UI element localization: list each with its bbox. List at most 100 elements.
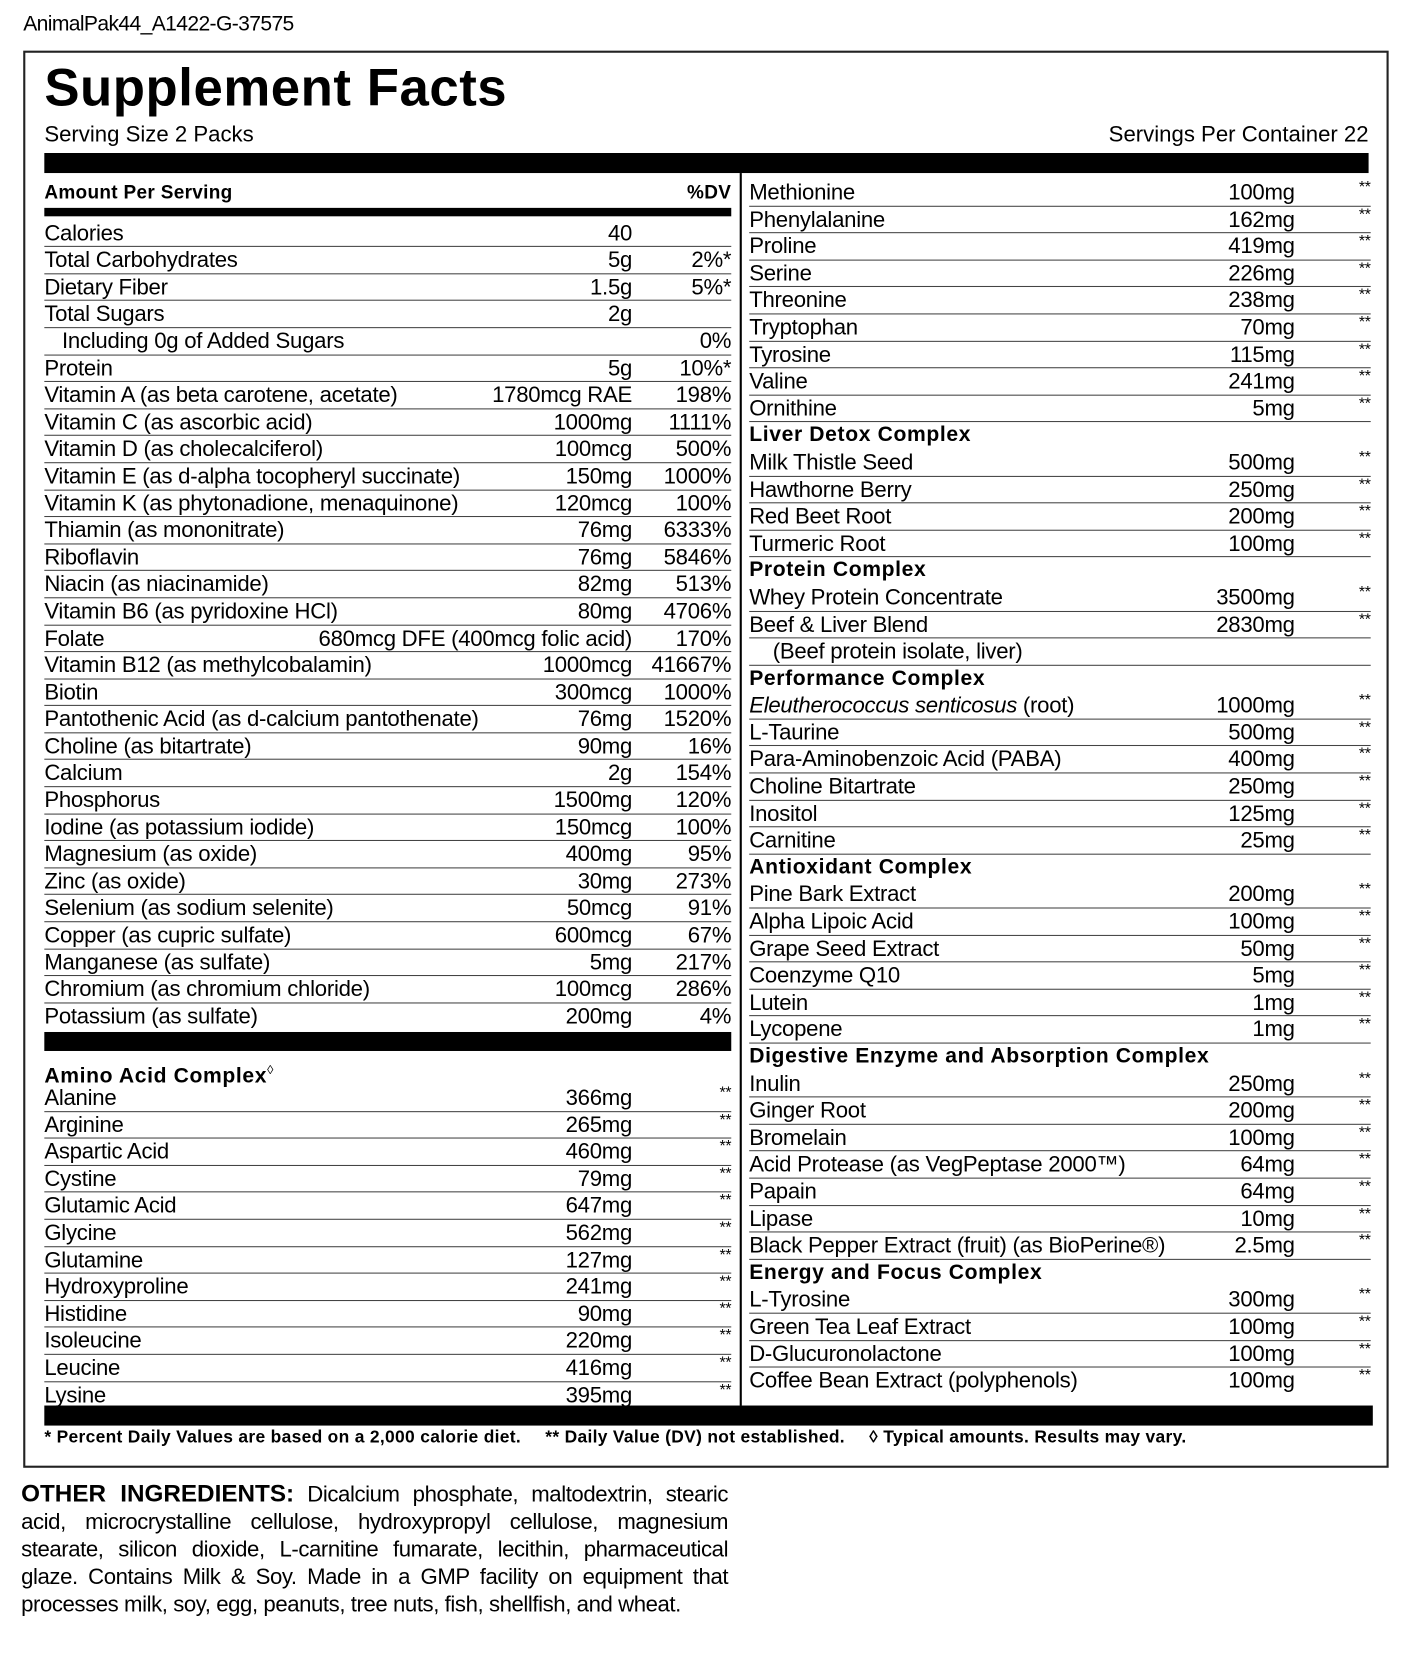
nutrient-amount: 600mcg bbox=[554, 923, 633, 948]
nutrient-amount: 100mg bbox=[1228, 1368, 1295, 1393]
nutrient-dv: 1000% bbox=[663, 464, 732, 489]
nutrient-amount: 238mg bbox=[1228, 288, 1295, 313]
nutrient-amount: 400mg bbox=[1228, 747, 1295, 772]
footnote-not-established: ** Daily Value (DV) not established. bbox=[545, 1427, 845, 1447]
nutrient-name: Green Tea Leaf Extract bbox=[749, 1314, 971, 1339]
nutrient-name: Isoleucine bbox=[44, 1328, 142, 1354]
nutrient-amount: 90mg bbox=[577, 734, 633, 759]
nutrient-name: Beef & Liver Blend bbox=[749, 612, 928, 637]
nutrient-row: Total Sugars 2g bbox=[44, 301, 732, 329]
nutrient-row: Total Carbohydrates 5g 2%* bbox=[44, 247, 732, 275]
nutrient-name: Magnesium (as oxide) bbox=[44, 842, 258, 867]
nutrient-dv: 5%* bbox=[691, 275, 732, 300]
nutrient-amount: 90mg bbox=[577, 1301, 633, 1327]
nutrient-name: Folate bbox=[44, 626, 105, 651]
nutrient-dv: ** bbox=[719, 1299, 732, 1318]
nutrient-amount: 250mg bbox=[1228, 1071, 1295, 1096]
nutrient-dv: ** bbox=[1358, 1231, 1371, 1250]
nutrient-name: Serine bbox=[749, 261, 812, 286]
nutrient-amount: 100mg bbox=[1228, 1341, 1295, 1366]
nutrient-name: Total Carbohydrates bbox=[44, 248, 238, 273]
nutrient-amount: 416mg bbox=[565, 1355, 633, 1381]
nutrient-row: Coffee Bean Extract (polyphenols) 100mg ** bbox=[749, 1367, 1371, 1395]
nutrient-row: Zinc (as oxide) 30mg 273% bbox=[44, 868, 732, 896]
nutrient-dv: ** bbox=[1358, 340, 1371, 359]
nutrient-amount: 100mg bbox=[1228, 1314, 1295, 1339]
nutrient-amount: 100mcg bbox=[554, 437, 633, 462]
nutrient-dv: ** bbox=[1358, 1312, 1371, 1331]
nutrient-amount: 115mg bbox=[1229, 342, 1295, 367]
nutrient-amount: 200mg bbox=[1228, 882, 1295, 907]
nutrient-amount: 100mcg bbox=[554, 977, 633, 1002]
nutrient-row: Isoleucine 220mg ** bbox=[44, 1327, 732, 1355]
nutrient-name: Acid Protease (as VegPeptase 2000™) bbox=[749, 1152, 1126, 1177]
nutrient-row: D-Glucuronolactone 100mg ** bbox=[749, 1340, 1371, 1368]
nutrient-row: Proline 419mg ** bbox=[749, 233, 1371, 261]
nutrient-row: Leucine 416mg ** bbox=[44, 1354, 732, 1382]
nutrient-dv: ** bbox=[1358, 529, 1371, 548]
section-title: Antioxidant Complex bbox=[749, 855, 973, 879]
nutrient-row: Coenzyme Q10 5mg ** bbox=[749, 962, 1371, 990]
nutrient-dv: ** bbox=[719, 1380, 732, 1399]
nutrient-amount: 241mg bbox=[565, 1274, 633, 1300]
nutrient-dv: 95% bbox=[687, 842, 732, 867]
nutrient-dv: 4706% bbox=[663, 599, 732, 624]
nutrient-name: Grape Seed Extract bbox=[749, 936, 940, 961]
nutrient-name: Selenium (as sodium selenite) bbox=[44, 896, 334, 921]
nutrient-dv: ** bbox=[719, 1083, 732, 1102]
nutrient-row: Bromelain 100mg ** bbox=[749, 1124, 1371, 1152]
nutrient-dv: ** bbox=[1358, 745, 1371, 764]
nutrient-dv: ** bbox=[719, 1191, 732, 1210]
nutrient-amount: 500mg bbox=[1228, 720, 1295, 745]
nutrient-amount: 5g bbox=[607, 356, 633, 381]
serving-size: Serving Size 2 Packs bbox=[44, 122, 254, 147]
nutrient-amount: 200mg bbox=[565, 1004, 633, 1029]
nutrient-dv: 198% bbox=[675, 383, 732, 408]
amount-header-row: Amount Per Serving %DV bbox=[44, 179, 731, 206]
nutrient-row: Pine Bark Extract 200mg ** bbox=[749, 881, 1371, 909]
nutrient-name: Chromium (as chromium chloride) bbox=[44, 977, 370, 1002]
nutrient-dv: ** bbox=[1358, 1069, 1371, 1088]
nutrient-dv: 1520% bbox=[663, 707, 732, 732]
nutrient-dv: 2%* bbox=[691, 248, 732, 273]
nutrient-amount: 265mg bbox=[565, 1112, 633, 1138]
nutrient-dv: ** bbox=[1358, 178, 1371, 197]
nutrient-amount: 162mg bbox=[1228, 207, 1295, 232]
nutrient-name: Tryptophan bbox=[749, 315, 858, 340]
nutrient-name: Milk Thistle Seed bbox=[749, 450, 914, 475]
nutrient-dv: ** bbox=[1358, 907, 1371, 926]
nutrient-amount: 1780mcg RAE bbox=[492, 383, 633, 408]
nutrient-name: Cystine bbox=[44, 1166, 117, 1192]
nutrient-row: Lysine 395mg ** bbox=[44, 1380, 732, 1409]
nutrient-name: Iodine (as potassium iodide) bbox=[44, 815, 315, 840]
nutrient-amount: 2830mg bbox=[1216, 612, 1295, 637]
section-title: Protein Complex bbox=[749, 558, 927, 582]
nutrient-dv: ** bbox=[1358, 394, 1371, 413]
right-column: Methionine 100mg ** Phenylalanine 162mg ** Pro… bbox=[749, 179, 1371, 1394]
dv-header: %DV bbox=[687, 181, 732, 203]
nutrient-name: Papain bbox=[749, 1179, 817, 1204]
nutrient-name: Ginger Root bbox=[749, 1098, 866, 1123]
nutrient-row: Acid Protease (as VegPeptase 2000™) 64mg *… bbox=[749, 1151, 1371, 1179]
nutrient-name: Arginine bbox=[44, 1112, 124, 1138]
nutrient-row: Serine 226mg ** bbox=[749, 260, 1371, 288]
nutrient-row: Whey Protein Concentrate 3500mg ** bbox=[749, 584, 1371, 612]
nutrient-row: Black Pepper Extract (fruit) (as BioPeri… bbox=[749, 1231, 1371, 1260]
nutrient-row: Tryptophan 70mg ** bbox=[749, 314, 1371, 342]
nutrient-amount: 366mg bbox=[565, 1085, 633, 1111]
nutrient-row: Calcium 2g 154% bbox=[44, 760, 732, 788]
nutrient-row: Biotin 300mcg 1000% bbox=[44, 679, 732, 707]
nutrient-name: L-Tyrosine bbox=[749, 1287, 851, 1312]
nutrient-row: Green Tea Leaf Extract 100mg ** bbox=[749, 1312, 1371, 1341]
nutrient-amount: 150mg bbox=[565, 464, 633, 489]
nutrient-dv: ** bbox=[1358, 610, 1371, 629]
nutrient-dv: ** bbox=[719, 1272, 732, 1291]
nutrient-amount: 250mg bbox=[1228, 477, 1295, 502]
nutrient-dv: ** bbox=[1358, 475, 1371, 494]
nutrient-amount: 76mg bbox=[577, 518, 633, 543]
nutrient-amount: 40 bbox=[607, 221, 633, 246]
nutrient-row: Eleutherococcus senticosus (root) 1000mg *… bbox=[749, 692, 1371, 720]
nutrient-amount: 200mg bbox=[1228, 1098, 1295, 1123]
nutrient-row: Lutein 1mg ** bbox=[749, 989, 1371, 1017]
label-code: AnimalPak44_A1422-G-37575 bbox=[23, 12, 294, 36]
